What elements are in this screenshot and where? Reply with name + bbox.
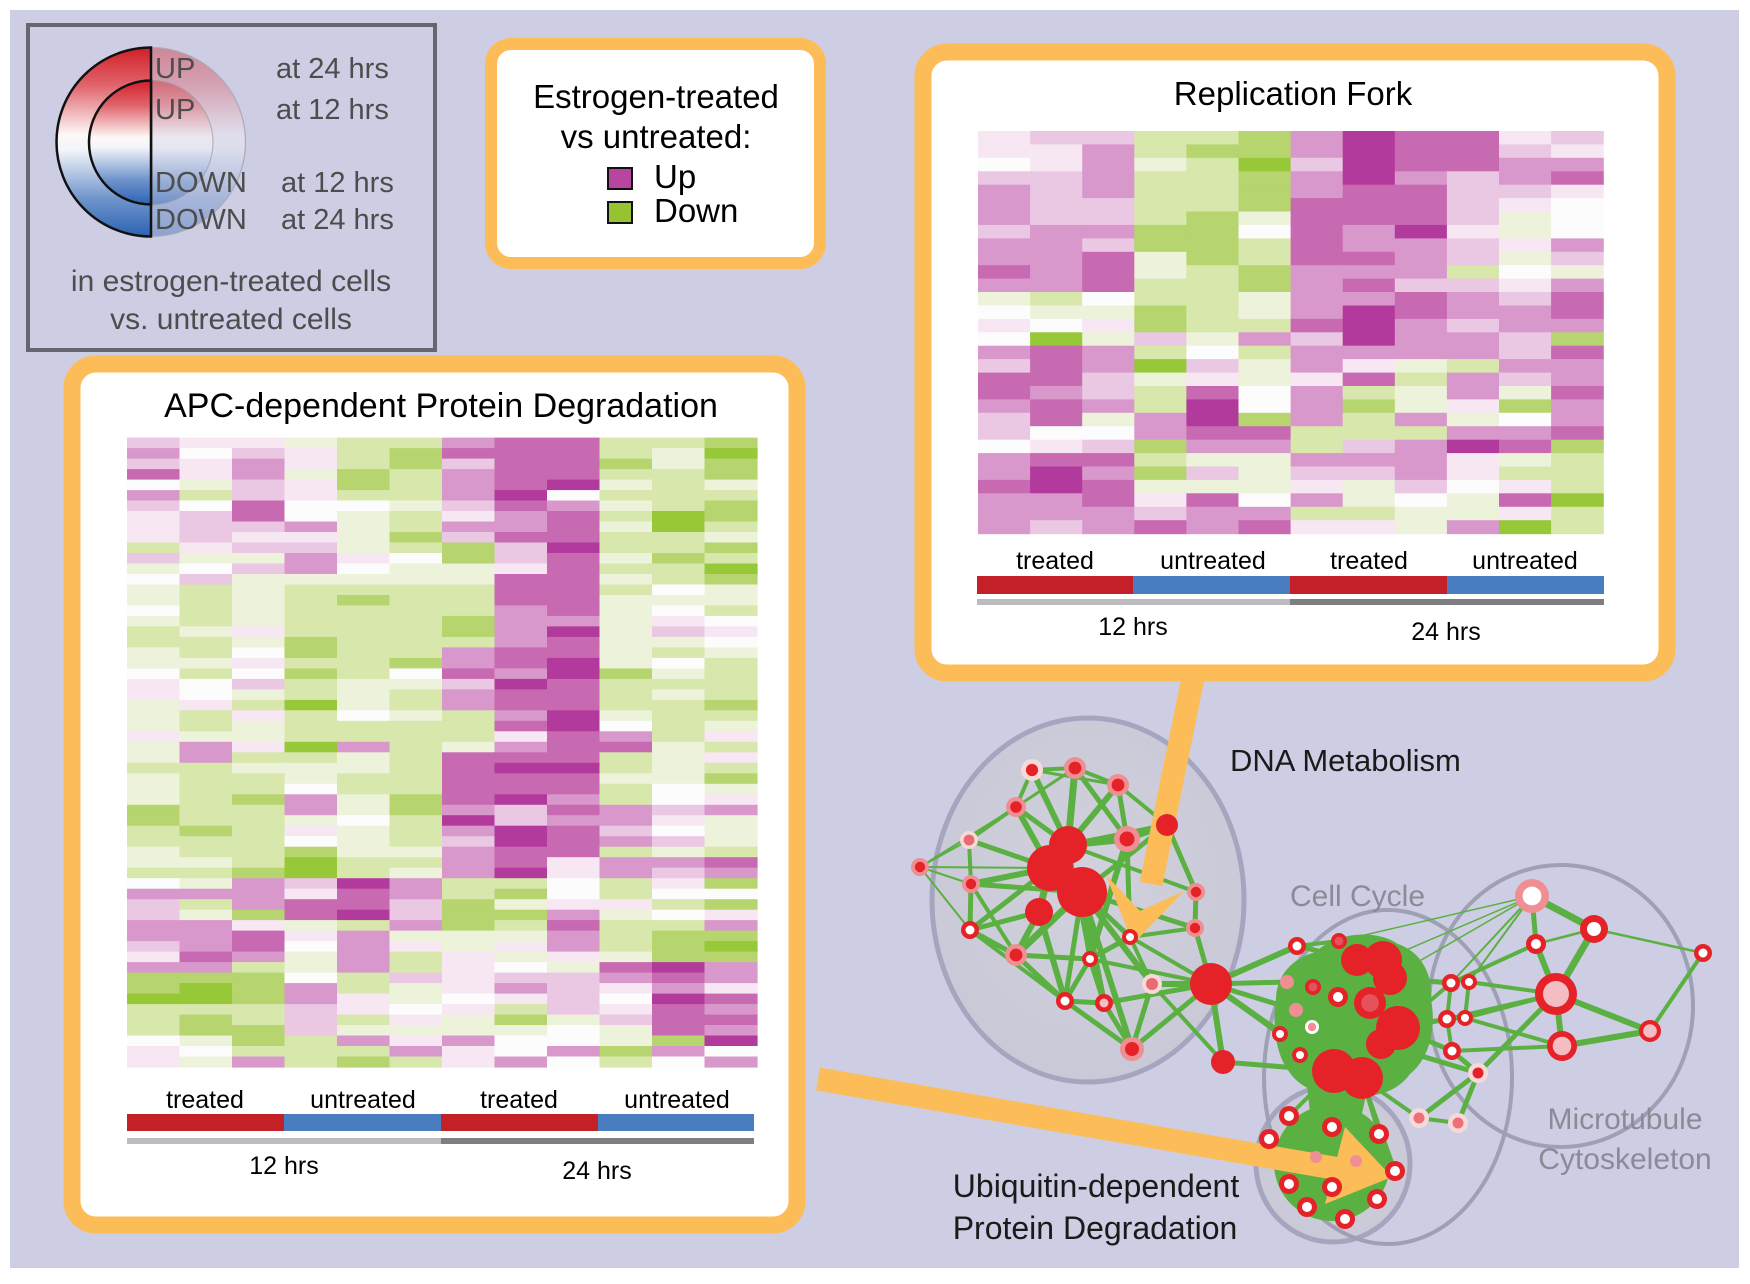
svg-text:untreated: untreated — [1472, 547, 1578, 575]
svg-text:untreated: untreated — [624, 1086, 730, 1114]
svg-text:UP: UP — [155, 94, 195, 126]
svg-text:at 12 hrs: at 12 hrs — [281, 167, 394, 199]
svg-text:in estrogen-treated cells: in estrogen-treated cells — [71, 265, 391, 298]
svg-text:at 24 hrs: at 24 hrs — [276, 53, 389, 85]
svg-text:DNA Metabolism: DNA Metabolism — [1230, 743, 1461, 778]
svg-text:24 hrs: 24 hrs — [1411, 618, 1480, 646]
svg-text:untreated: untreated — [1160, 547, 1266, 575]
svg-text:DOWN: DOWN — [155, 167, 247, 199]
svg-text:treated: treated — [166, 1086, 244, 1114]
svg-text:treated: treated — [480, 1086, 558, 1114]
svg-text:12 hrs: 12 hrs — [249, 1152, 318, 1180]
svg-text:Protein Degradation: Protein Degradation — [953, 1210, 1238, 1246]
svg-text:Replication Fork: Replication Fork — [1174, 75, 1413, 112]
svg-text:APC-dependent Protein Degradat: APC-dependent Protein Degradation — [164, 387, 718, 425]
svg-text:Microtubule: Microtubule — [1547, 1103, 1702, 1136]
svg-text:vs. untreated cells: vs. untreated cells — [110, 303, 352, 336]
svg-text:at 12 hrs: at 12 hrs — [276, 94, 389, 126]
svg-text:Ubiquitin-dependent: Ubiquitin-dependent — [953, 1168, 1240, 1204]
svg-text:DOWN: DOWN — [155, 204, 247, 236]
svg-text:Up: Up — [654, 158, 696, 195]
svg-text:treated: treated — [1016, 547, 1094, 575]
svg-text:Estrogen-treated: Estrogen-treated — [533, 78, 779, 115]
svg-text:treated: treated — [1330, 547, 1408, 575]
svg-text:vs untreated:: vs untreated: — [561, 118, 752, 155]
svg-text:at 24 hrs: at 24 hrs — [281, 204, 394, 236]
svg-text:Cell Cycle: Cell Cycle — [1290, 880, 1425, 913]
svg-text:12 hrs: 12 hrs — [1098, 613, 1167, 641]
svg-text:UP: UP — [155, 53, 195, 85]
svg-text:Cytoskeleton: Cytoskeleton — [1538, 1143, 1711, 1176]
svg-text:untreated: untreated — [310, 1086, 416, 1114]
svg-text:24 hrs: 24 hrs — [562, 1157, 631, 1185]
svg-text:Down: Down — [654, 192, 738, 229]
